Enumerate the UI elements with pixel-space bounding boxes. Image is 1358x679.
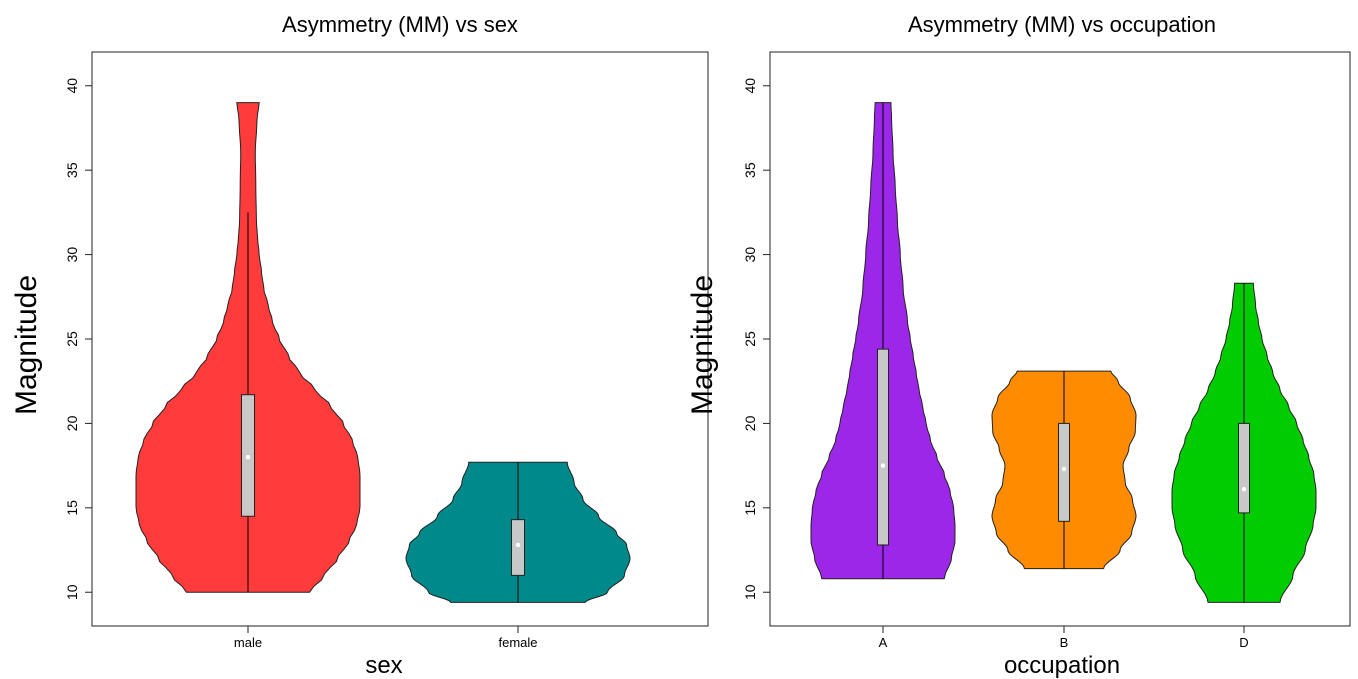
x-tick-label: B [1060,635,1069,650]
y-axis-label: Magnitude [686,275,719,415]
y-axis: 10 15 20 25 30 35 40 [742,78,770,600]
y-tick-label: 30 [742,247,758,263]
y-tick-label: 10 [742,584,758,600]
iqr-box-female [511,519,525,576]
y-tick-label: 20 [64,415,80,431]
y-tick-label: 35 [64,162,80,178]
y-axis-label: Magnitude [10,275,43,415]
median-dot-B [1061,466,1067,472]
chart-title: Asymmetry (MM) vs sex [282,12,518,37]
y-tick-label: 35 [742,162,758,178]
x-tick-label: A [879,635,888,650]
x-axis-label: occupation [1004,652,1120,679]
violin-group [135,102,631,603]
x-tick-label: male [234,635,262,650]
y-tick-label: 25 [64,331,80,347]
violin-group [810,102,1317,603]
sex-violin-panel: Asymmetry (MM) vs sex 10 15 20 25 30 35 40 mal… [10,12,709,679]
y-tick-label: 40 [742,78,758,94]
y-tick-label: 15 [742,500,758,516]
y-tick-label: 15 [64,500,80,516]
occupation-violin-panel: Asymmetry (MM) vs occupation 10 15 20 25 30 3… [686,12,1351,679]
y-tick-label: 25 [742,331,758,347]
iqr-box-D [1238,422,1250,514]
y-tick-label: 40 [64,78,80,94]
median-dot-A [880,463,886,468]
median-dot-D [1241,487,1247,492]
x-axis-label: sex [365,652,402,679]
median-dot-male [245,454,251,460]
median-dot-female [515,542,521,548]
y-tick-label: 30 [64,247,80,263]
iqr-box-A [877,348,889,546]
x-tick-label: female [498,635,537,650]
iqr-box-B [1058,422,1070,522]
chart-title: Asymmetry (MM) vs occupation [908,12,1216,37]
y-tick-label: 10 [64,584,80,600]
x-axis: male female [234,626,538,650]
x-tick-label: D [1239,635,1248,650]
y-axis: 10 15 20 25 30 35 40 [64,78,92,600]
y-tick-label: 20 [742,415,758,431]
